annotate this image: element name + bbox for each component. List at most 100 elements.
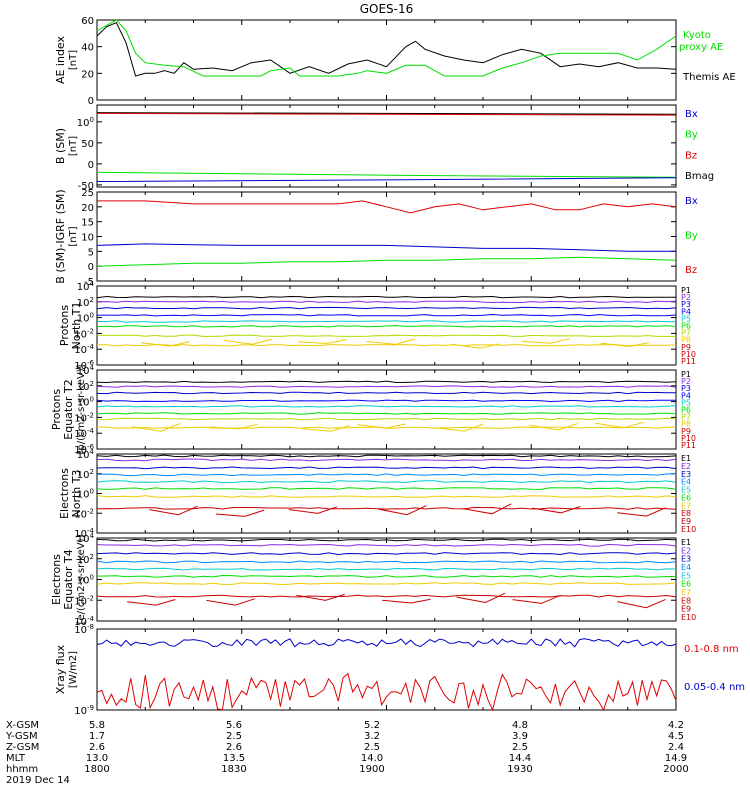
axis-row-label: X-GSM	[6, 720, 39, 731]
y-axis-unit: [nT]	[68, 50, 79, 70]
axis-row-value: 1900	[359, 764, 384, 775]
legend-entry: E6	[681, 493, 691, 502]
legend-entry: P3	[681, 384, 691, 393]
y-tick-label: 10-2	[74, 594, 94, 607]
flux-channel-line	[96, 313, 677, 317]
axis-row-value: 2.5	[364, 742, 380, 753]
legend-entry: P2	[681, 377, 691, 386]
y-axis-unit: [nT]	[68, 136, 79, 156]
flux-sparse-segment	[206, 598, 255, 606]
flux-sparse-segment	[451, 343, 500, 349]
legend-entry: E9	[681, 605, 691, 614]
axis-row-value: 4.5	[668, 731, 684, 742]
y-axis-label: Xray flux	[54, 644, 67, 694]
legend-entry: P1	[681, 370, 691, 379]
y-axis-label-line2: North T3	[70, 470, 83, 518]
y-tick-label: 102	[77, 468, 94, 481]
flux-sparse-segment	[378, 505, 427, 516]
legend-entry: Bx	[685, 109, 698, 120]
panel-frame	[96, 19, 677, 101]
y-tick-label: 10-2	[74, 411, 94, 424]
flux-sparse-segment	[301, 424, 351, 432]
legend-entry: E3	[681, 470, 691, 479]
axis-row-label: hhmm	[6, 764, 38, 775]
y-tick-label: 10-4	[74, 343, 94, 356]
flux-channel-line	[96, 506, 677, 510]
legend-entry: 0.05-0.4 nm	[684, 682, 745, 693]
axis-row-value: 2.5	[512, 742, 528, 753]
axis-row-value: 14.9	[665, 753, 687, 764]
y-tick-label: 20	[81, 69, 94, 80]
y-axis-label: Electrons	[58, 468, 71, 519]
y-axis-label: B (SM)-IGRF (SM)	[54, 189, 67, 283]
flux-channel-line	[96, 417, 677, 421]
y-tick-label: -5	[84, 277, 94, 288]
y-tick-label: 50	[81, 139, 94, 150]
legend-entry: P9	[681, 343, 691, 352]
flux-sparse-segment	[140, 341, 190, 347]
y-axis-label: Electrons	[50, 554, 63, 605]
y-tick-label: 10-8	[74, 623, 94, 636]
flux-channel-line	[96, 334, 677, 337]
y-tick-label: 10-2	[74, 327, 94, 340]
flux-channel-line	[96, 295, 677, 299]
y-axis-unit: [nT]	[68, 226, 79, 246]
y-axis-label-line2: Equator T2	[62, 379, 75, 439]
legend-entry: E5	[681, 571, 691, 580]
y-tick-label: 100	[77, 396, 94, 409]
y-tick-label: 104	[77, 280, 95, 293]
panel-frame	[96, 191, 677, 282]
legend-entry: Bz	[685, 265, 697, 276]
axis-row-label: MLT	[6, 753, 26, 764]
y-tick-label: 0	[88, 262, 94, 273]
y-axis-label: Protons	[58, 305, 71, 346]
flux-channel-line	[96, 567, 677, 571]
flux-sparse-segment	[529, 423, 578, 431]
y-tick-label: 10-4	[74, 427, 94, 440]
flux-sparse-segment	[298, 339, 347, 345]
panel-6	[96, 453, 677, 534]
y-tick-label: 10	[81, 233, 94, 244]
axis-row-value: 5.2	[364, 720, 380, 731]
flux-channel-line	[96, 582, 677, 586]
legend-entry: P2	[681, 293, 691, 302]
flux-channel-line	[96, 466, 677, 470]
legend-entry: 0.1-0.8 nm	[684, 644, 739, 655]
flux-channel-line	[96, 552, 677, 556]
axis-row-value: 1.7	[89, 731, 105, 742]
flux-channel-line	[96, 594, 677, 598]
series-line-0.05-0.4-nm	[96, 638, 677, 648]
legend-entry: E7	[681, 588, 691, 597]
flux-sparse-segment	[149, 505, 198, 516]
y-tick-label: 10-6	[74, 359, 94, 372]
axis-row-value: 4.2	[668, 720, 684, 731]
y-tick-label: 25	[81, 188, 94, 199]
y-tick-label: 100	[77, 574, 94, 587]
flux-sparse-segment	[456, 592, 506, 604]
legend-entry: E2	[681, 546, 691, 555]
legend-entry: P5	[681, 314, 691, 323]
flux-channel-line	[96, 480, 677, 484]
legend-entry: P6	[681, 322, 691, 331]
y-tick-label: 10-6	[74, 443, 94, 456]
legend-entry: E2	[681, 462, 691, 471]
flux-sparse-segment	[521, 338, 571, 344]
legend-entry: Bz	[685, 150, 697, 161]
axis-row-value: 5.8	[89, 720, 105, 731]
axis-row-value: 2.4	[668, 742, 684, 753]
series-line-bz	[96, 112, 677, 116]
axis-row-value: 13.0	[86, 753, 108, 764]
flux-channel-line	[96, 458, 677, 462]
y-tick-label: 0	[88, 96, 94, 107]
y-axis-unit: [p/(cm2-s-sr-keV)]	[76, 364, 87, 454]
axis-row-value: 2.5	[226, 731, 242, 742]
axis-row-value: 1930	[507, 764, 532, 775]
legend-entry: Themis AE	[682, 72, 736, 83]
flux-sparse-segment	[223, 338, 272, 345]
axis-row-value: 5.6	[226, 720, 242, 731]
series-line-bx	[96, 177, 677, 182]
flux-sparse-segment	[617, 598, 666, 609]
legend-entry: P10	[681, 350, 696, 359]
legend-entry: E1	[681, 454, 691, 463]
